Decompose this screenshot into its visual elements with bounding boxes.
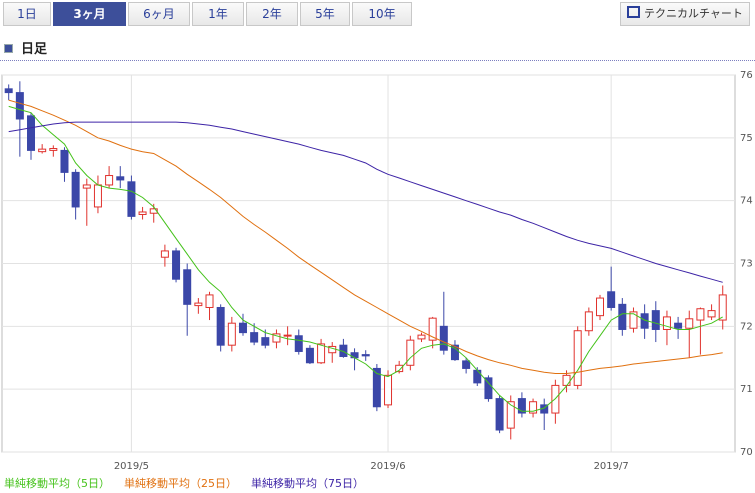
period-tab[interactable]: 1年	[192, 2, 244, 26]
candle-body	[60, 149, 69, 173]
candle-body	[71, 171, 80, 208]
y-tick-label: 71	[740, 384, 753, 395]
x-tick-label: 2019/7	[594, 461, 629, 472]
candle-body	[160, 250, 169, 258]
candle-body	[350, 352, 359, 359]
candle-body	[261, 337, 270, 346]
candle-body	[428, 317, 437, 341]
candle-body	[473, 369, 482, 384]
candle-body	[93, 184, 102, 208]
moving-average-line	[8, 105, 723, 412]
x-tick-label: 2019/5	[114, 461, 149, 472]
candle-body	[172, 250, 181, 280]
moving-average-line	[8, 99, 723, 374]
technical-chart-button[interactable]: テクニカルチャート	[620, 2, 750, 26]
period-tab[interactable]: 10年	[352, 2, 412, 26]
candle-body	[618, 303, 627, 330]
candle-body	[462, 360, 471, 369]
candle-body	[517, 398, 526, 414]
candle-body	[707, 310, 716, 318]
period-tab[interactable]: 1日	[3, 2, 51, 26]
period-tabs: 1日 3ヶ月 6ヶ月 1年 2年 5年 10年	[3, 2, 414, 26]
legend-entry: 単純移動平均（5日）	[4, 476, 110, 490]
candle-body	[584, 311, 593, 332]
candle-body	[439, 325, 448, 351]
candle-body	[361, 354, 370, 357]
candle-body	[417, 334, 426, 340]
candle-body	[15, 92, 24, 120]
candle-body	[607, 291, 616, 308]
x-tick-label: 2019/6	[370, 461, 405, 472]
candle-body	[484, 377, 493, 400]
y-tick-label: 75	[740, 133, 753, 144]
candle-body	[674, 322, 683, 329]
legend-entry: 単純移動平均（25日）	[124, 476, 237, 490]
candle-body	[283, 334, 292, 337]
candle-body	[685, 318, 694, 329]
candle-body	[596, 297, 605, 317]
candle-body	[272, 333, 281, 343]
candle-body	[216, 306, 225, 346]
candle-body	[305, 347, 314, 364]
candle-body	[250, 332, 259, 343]
candle-body	[27, 115, 36, 151]
candle-body	[116, 176, 125, 181]
candle-body	[138, 211, 147, 215]
candle-body	[406, 339, 415, 366]
candle-body	[205, 294, 214, 308]
candle-body	[4, 88, 13, 94]
period-tab[interactable]: 2年	[246, 2, 298, 26]
candle-body	[105, 175, 114, 186]
candle-body	[450, 344, 459, 361]
y-tick-label: 70	[740, 447, 753, 458]
candle-body	[529, 401, 538, 414]
period-tab[interactable]: 5年	[300, 2, 350, 26]
section-header: 日足	[4, 38, 47, 57]
candle-body	[49, 148, 58, 151]
candle-body	[651, 310, 660, 330]
candle-body	[506, 401, 515, 429]
y-tick-label: 76	[740, 70, 753, 81]
period-tab[interactable]: 6ヶ月	[128, 2, 190, 26]
candle-body	[227, 322, 236, 346]
candle-body	[317, 343, 326, 364]
candle-body	[384, 374, 393, 406]
legend-entry: 単純移動平均（75日）	[251, 476, 364, 490]
candle-body	[562, 374, 571, 386]
candle-body	[183, 269, 192, 305]
divider	[0, 60, 755, 61]
y-tick-label: 73	[740, 259, 753, 270]
candle-body	[194, 302, 203, 307]
section-title: 日足	[21, 42, 48, 57]
button-label: テクニカルチャート	[644, 7, 743, 20]
candle-body	[395, 364, 404, 373]
candle-body	[629, 311, 638, 329]
y-tick-label: 74	[740, 196, 753, 207]
candle-body	[294, 335, 303, 352]
candle-body	[127, 181, 136, 217]
candle-body	[372, 367, 381, 408]
moving-average-line	[8, 121, 723, 283]
candle-body	[495, 398, 504, 431]
candle-body	[38, 148, 47, 153]
candle-body	[573, 330, 582, 386]
candle-body	[718, 294, 727, 321]
candle-body	[662, 316, 671, 330]
candle-body	[696, 308, 705, 321]
candle-body	[238, 322, 247, 334]
period-tab[interactable]: 3ヶ月	[53, 2, 126, 26]
y-tick-label: 72	[740, 321, 753, 332]
candle-body	[82, 184, 91, 189]
